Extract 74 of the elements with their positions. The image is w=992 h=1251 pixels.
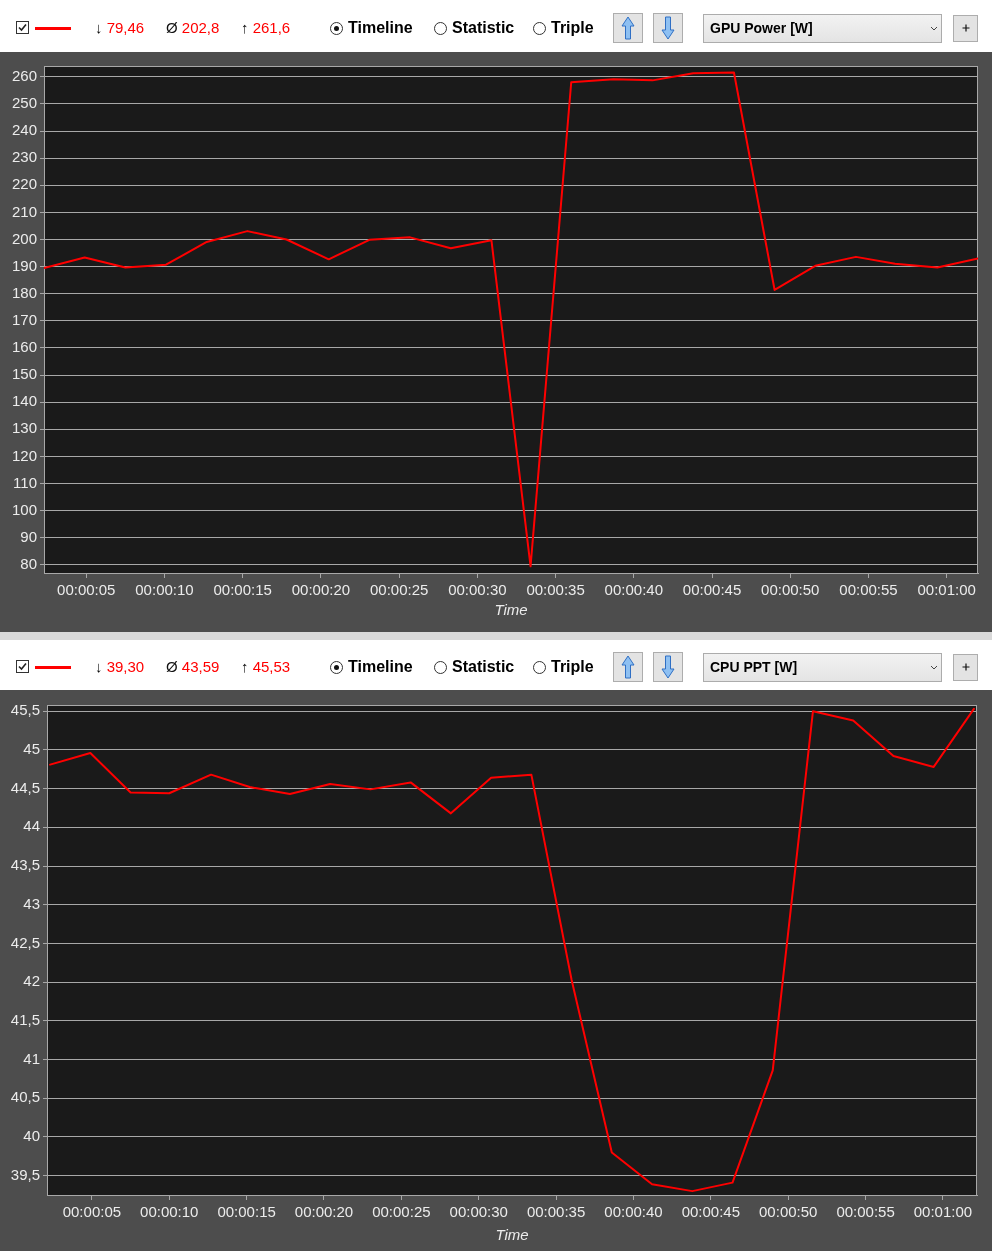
x-tick-label: 00:01:00 [913, 1203, 973, 1221]
x-axis-title: Time [494, 601, 528, 619]
x-tick-label: 00:00:35 [526, 1203, 586, 1221]
x-tick-label: 00:00:20 [291, 581, 351, 599]
text: Ø 202,8 [166, 19, 220, 37]
y-tick-label: 44,5 [10, 778, 40, 796]
y-tick-label: 42,5 [10, 933, 40, 951]
text: Ø 43,59 [166, 658, 220, 676]
text: Triple [551, 18, 594, 38]
y-tick-label: 210 [11, 202, 37, 220]
x-tick-label: 00:00:55 [836, 1203, 895, 1221]
y-tick-label: 160 [11, 338, 37, 356]
x-tick-label: 00:00:50 [759, 1203, 818, 1221]
x-tick-label: 00:00:40 [604, 581, 664, 599]
text: ↓ 79,46 [95, 19, 145, 37]
y-tick-label: 39,5 [10, 1165, 40, 1183]
y-tick-label: 140 [11, 392, 37, 410]
x-tick-label: 00:01:00 [917, 581, 976, 599]
y-tick-label: 80 [20, 555, 37, 573]
chart-title: CPU PPT [W] [710, 657, 798, 677]
x-tick-label: 00:00:15 [217, 1203, 276, 1221]
text: ↓ 39,30 [95, 658, 145, 676]
y-tick-label: 41,5 [10, 1010, 40, 1028]
x-axis-title: Time [495, 1226, 529, 1244]
y-tick-label: 200 [11, 229, 37, 247]
text: Timeline [348, 18, 413, 38]
y-tick-label: 170 [11, 311, 37, 328]
x-tick-label: 00:00:45 [682, 581, 742, 599]
dropdown: CPU PPT [W] [703, 652, 942, 682]
y-tick-label: 150 [11, 365, 37, 383]
x-tick-label: 00:00:30 [449, 1203, 508, 1221]
text: ↑ 45,53 [241, 658, 291, 676]
y-tick-label: 40 [23, 1127, 40, 1145]
text: Triple [551, 657, 594, 677]
x-tick-label: 00:00:30 [448, 581, 507, 599]
y-tick-label: 90 [20, 527, 37, 545]
chart-title: GPU Power [W] [710, 18, 813, 38]
y-tick-label: 43 [23, 894, 40, 912]
text: Timeline [348, 657, 413, 677]
text: ↑ 261,6 [241, 19, 291, 37]
x-tick-label: 00:00:10 [140, 1203, 199, 1221]
y-tick-label: 43,5 [10, 856, 40, 874]
x-tick-label: 00:00:45 [681, 1203, 741, 1221]
y-tick-label: 41 [23, 1049, 40, 1067]
x-tick-label: 00:00:10 [135, 581, 194, 599]
y-tick-label: 130 [11, 419, 37, 437]
x-tick-label: 00:00:55 [839, 581, 898, 599]
text: Statistic [452, 18, 515, 38]
x-tick-label: 00:00:15 [213, 581, 272, 599]
x-tick-label: 00:00:40 [604, 1203, 663, 1221]
x-tick-label: 00:00:20 [294, 1203, 354, 1221]
x-tick-label: 00:00:50 [761, 581, 820, 599]
y-tick-label: 42 [23, 972, 40, 990]
x-tick-label: 00:00:05 [57, 581, 116, 599]
x-tick-label: 00:00:25 [369, 581, 429, 599]
y-tick-label: 230 [11, 148, 37, 166]
y-tick-label: 250 [11, 94, 37, 112]
y-tick-label: 45,5 [10, 701, 40, 719]
x-tick-label: 00:00:25 [372, 1203, 431, 1221]
y-tick-label: 44 [23, 817, 40, 835]
y-tick-label: 220 [11, 175, 37, 193]
x-tick-label: 00:00:05 [62, 1203, 122, 1221]
y-tick-label: 40,5 [10, 1088, 40, 1106]
y-tick-label: 190 [11, 256, 37, 274]
y-tick-label: 100 [11, 500, 37, 518]
y-tick-label: 45 [23, 740, 40, 758]
text: Statistic [452, 657, 515, 677]
y-tick-label: 120 [11, 446, 37, 464]
dropdown: GPU Power [W] [703, 13, 942, 43]
x-tick-label: 00:00:35 [526, 581, 585, 599]
y-tick-label: 110 [13, 473, 37, 491]
y-tick-label: 260 [11, 66, 37, 84]
y-tick-label: 240 [11, 121, 37, 139]
y-tick-label: 180 [11, 283, 37, 301]
